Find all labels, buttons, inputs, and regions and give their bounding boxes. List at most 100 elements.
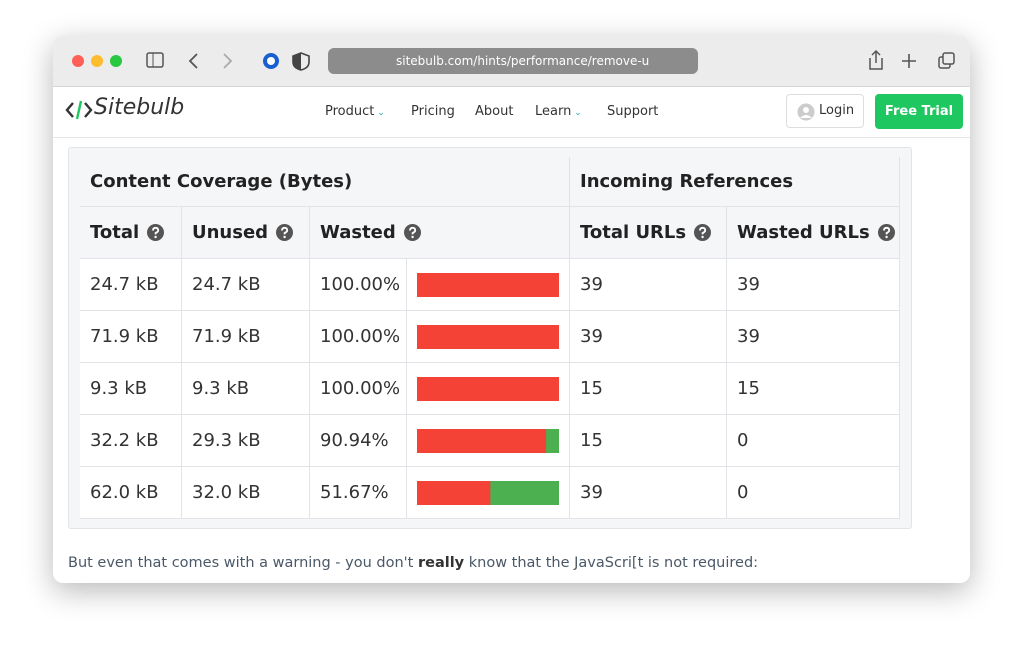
column-header: Total URLs: [570, 207, 727, 259]
cell: 15: [570, 363, 727, 415]
browser-window: sitebulb.com/hints/performance/remove-u …: [53, 36, 970, 583]
help-icon[interactable]: [276, 224, 294, 241]
cell: 62.0 kB: [80, 467, 182, 519]
cell-text: 90.94%: [320, 430, 389, 451]
help-icon[interactable]: [877, 224, 895, 241]
text-span: Product: [325, 104, 375, 119]
wasted-bar: [417, 480, 559, 505]
column-header: Wasted: [310, 207, 570, 259]
logo-icon: [65, 100, 93, 120]
cell-text: Unused: [192, 222, 269, 243]
group-header: Incoming References: [570, 157, 900, 207]
cell: 9.3 kB: [80, 363, 182, 415]
cell-text: 39: [580, 326, 603, 347]
cell: 90.94%: [310, 415, 407, 467]
cell-text: 9.3 kB: [90, 378, 148, 399]
text-span: But even that comes with a warning - you…: [68, 555, 418, 571]
cell-text: Wasted URLs: [737, 222, 870, 243]
wasted-bar: [417, 376, 559, 401]
cell-text: 15: [580, 378, 603, 399]
column-header: Wasted URLs: [727, 207, 900, 259]
cell-text: 39: [580, 274, 603, 295]
cell-text: 29.3 kB: [192, 430, 261, 451]
cell-text: 51.67%: [320, 482, 389, 503]
cell: 100.00%: [310, 259, 407, 311]
bar-cell: [407, 259, 570, 311]
cell-text: 39: [737, 326, 760, 347]
help-icon[interactable]: [694, 224, 712, 241]
cell-text: 9.3 kB: [192, 378, 250, 399]
help-icon[interactable]: [403, 224, 421, 241]
logo-text[interactable]: Sitebulb: [94, 95, 185, 120]
nav-link[interactable]: Pricing: [411, 104, 455, 119]
cell: 15: [727, 363, 900, 415]
extension-icons[interactable]: [261, 50, 321, 72]
login-button[interactable]: Login: [786, 94, 864, 128]
cell-text: Total: [90, 222, 140, 243]
cell-text: 100.00%: [320, 378, 401, 399]
cell-text: 39: [580, 482, 603, 503]
group-header: Content Coverage (Bytes): [80, 157, 570, 207]
cell-text: 0: [737, 430, 749, 451]
cell: 71.9 kB: [182, 311, 310, 363]
cell: 0: [727, 467, 900, 519]
address-bar[interactable]: sitebulb.com/hints/performance/remove-u: [328, 48, 698, 74]
cell-text: 39: [737, 274, 760, 295]
bar-cell: [407, 415, 570, 467]
nav-link[interactable]: Product ⌄: [325, 104, 385, 119]
wasted-bar: [417, 428, 559, 453]
cell: 24.7 kB: [80, 259, 182, 311]
minimize-button[interactable]: [91, 55, 103, 67]
cell: 0: [727, 415, 900, 467]
wasted-bar: [417, 272, 559, 297]
bar-cell: [407, 467, 570, 519]
wasted-fill: [417, 428, 547, 453]
cell: 29.3 kB: [182, 415, 310, 467]
cell: 39: [570, 467, 727, 519]
help-icon[interactable]: [147, 224, 165, 241]
cell-text: Content Coverage (Bytes): [90, 171, 353, 192]
paragraph: But even that comes with a warning - you…: [68, 555, 758, 571]
cell: 39: [570, 311, 727, 363]
cell-text: Incoming References: [580, 171, 794, 192]
cell-text: 24.7 kB: [192, 274, 261, 295]
bar-cell: [407, 363, 570, 415]
text-span: really: [417, 555, 465, 571]
cell: 32.0 kB: [182, 467, 310, 519]
nav-link[interactable]: Learn ⌄: [535, 104, 582, 119]
column-header: Unused: [182, 207, 310, 259]
close-button[interactable]: [72, 55, 84, 67]
nav-link[interactable]: About: [475, 104, 514, 119]
cell: 32.2 kB: [80, 415, 182, 467]
cell-text: 62.0 kB: [90, 482, 159, 503]
user-icon: [797, 103, 815, 121]
nav-link[interactable]: Support: [607, 104, 659, 119]
zoom-button[interactable]: [110, 55, 122, 67]
data-table: Content Coverage (Bytes) Incoming Referen…: [68, 147, 912, 529]
text-span: know that the JavaScri[t is not required…: [464, 555, 759, 571]
cell-text: 24.7 kB: [90, 274, 159, 295]
site-header: Sitebulb Product ⌄ Pricing About Learn ⌄…: [53, 87, 970, 138]
free-trial-button[interactable]: Free Trial: [875, 94, 963, 129]
text-span: Learn: [535, 104, 572, 119]
cell: 100.00%: [310, 363, 407, 415]
cell-text: 32.2 kB: [90, 430, 159, 451]
toolbar-icons: [146, 52, 233, 69]
cell: 39: [570, 259, 727, 311]
cell: 71.9 kB: [80, 311, 182, 363]
cell-text: Total URLs: [580, 222, 687, 243]
window-actions[interactable]: [865, 49, 960, 73]
cell: 24.7 kB: [182, 259, 310, 311]
wasted-fill: [417, 376, 559, 401]
cell: 39: [727, 311, 900, 363]
cell: 9.3 kB: [182, 363, 310, 415]
wasted-fill: [417, 272, 559, 297]
cell: 39: [727, 259, 900, 311]
cell-text: 15: [737, 378, 760, 399]
cell-text: 100.00%: [320, 326, 401, 347]
login-label: Login: [819, 103, 855, 118]
cell: 51.67%: [310, 467, 407, 519]
cell: 100.00%: [310, 311, 407, 363]
cell-text: 15: [580, 430, 603, 451]
